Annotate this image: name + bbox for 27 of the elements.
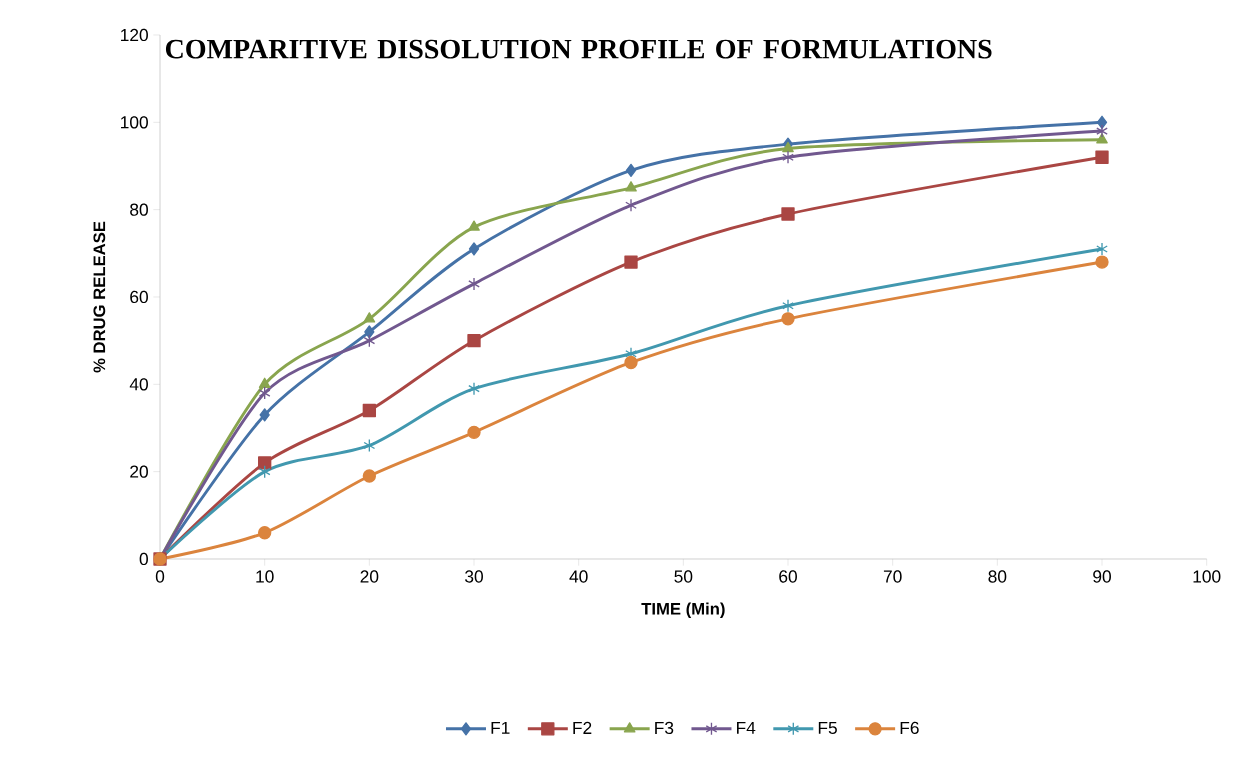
y-tick-label: 0 <box>139 552 148 566</box>
x-axis-title: TIME (Min) <box>641 602 725 618</box>
legend-label: F3 <box>655 721 674 735</box>
legend-label: F5 <box>818 721 837 734</box>
chart-title: COMPARITIVE DISSOLUTION PROFILE OF FORMULATIONS <box>165 39 992 59</box>
x-tick-label: 30 <box>465 570 483 583</box>
y-tick-label: 20 <box>130 465 148 478</box>
y-tick-label: 40 <box>129 378 148 391</box>
y-tick-label: 80 <box>130 203 148 216</box>
legend-label: F6 <box>900 721 919 735</box>
x-tick-label: 100 <box>1193 570 1221 583</box>
x-tick-label: 10 <box>256 570 274 583</box>
x-tick-label: 0 <box>155 570 165 583</box>
x-tick-label: 80 <box>988 570 1007 583</box>
legend-label: F2 <box>573 721 592 734</box>
y-tick-label: 120 <box>121 28 148 42</box>
x-tick-label: 90 <box>1093 570 1111 583</box>
y-tick-label: 100 <box>121 116 148 129</box>
x-tick-label: 60 <box>779 570 797 583</box>
y-tick-label: 60 <box>130 290 148 304</box>
legend-label: F1 <box>491 721 510 734</box>
x-tick-label: 20 <box>360 570 379 583</box>
x-tick-label: 50 <box>674 570 693 583</box>
y-axis-title: % DRUG RELEASE <box>93 221 106 373</box>
legend-label: F4 <box>737 721 756 734</box>
x-tick-label: 70 <box>883 570 902 583</box>
x-tick-label: 40 <box>569 570 588 583</box>
